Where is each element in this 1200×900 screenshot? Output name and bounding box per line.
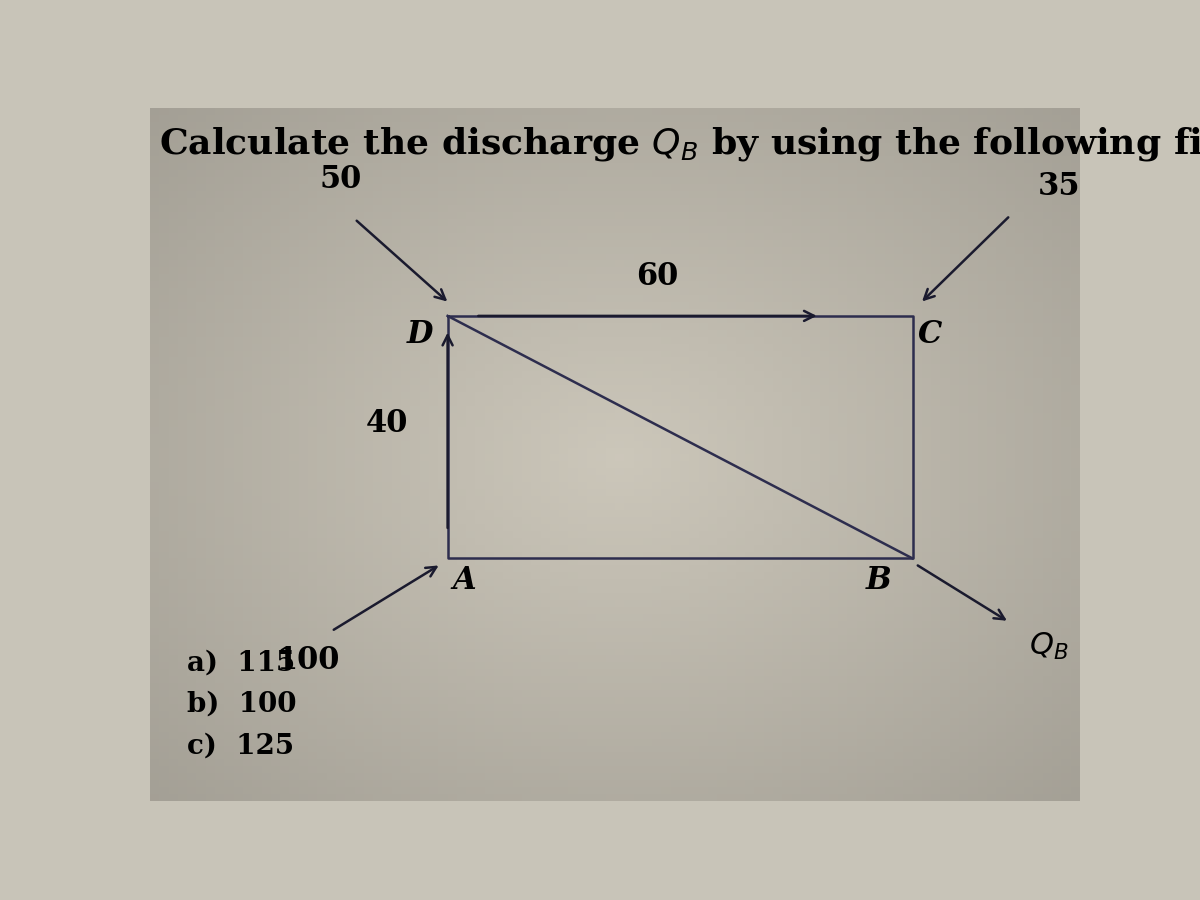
Text: 50: 50 [319,164,361,194]
Text: c)  125: c) 125 [187,733,294,760]
Text: 60: 60 [636,261,678,292]
Text: C: C [917,320,942,350]
Text: a)  115: a) 115 [187,649,295,676]
Text: 100: 100 [276,645,340,676]
Text: A: A [452,565,476,597]
Text: Calculate the discharge $Q_B$ by using the following figure.: Calculate the discharge $Q_B$ by using t… [160,125,1200,163]
Text: B: B [866,565,892,597]
Text: D: D [407,320,433,350]
Text: 35: 35 [1038,171,1081,202]
Text: 40: 40 [366,408,408,439]
Text: b)  100: b) 100 [187,691,296,718]
Text: $Q_B$: $Q_B$ [1028,631,1068,662]
